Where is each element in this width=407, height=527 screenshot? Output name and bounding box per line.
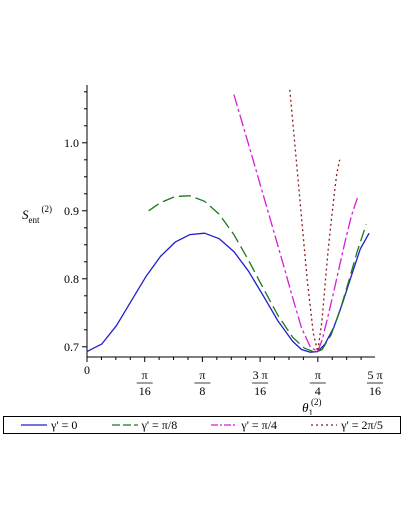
x-tick-denominator: 16 — [254, 384, 266, 398]
series-line-3 — [289, 89, 341, 353]
y-axis-label: Sent(2) — [22, 204, 52, 225]
x-tick-label: 3 π16 — [252, 368, 269, 398]
x-tick-denominator: 8 — [199, 384, 205, 398]
legend-swatch — [111, 424, 138, 426]
x-tick-label: π 16 — [136, 368, 153, 398]
legend-item: γ' = 0 — [21, 418, 77, 433]
legend-label: γ' = π/8 — [141, 417, 178, 432]
x-tick-numerator: 5 π — [367, 368, 382, 382]
legend-swatch — [311, 424, 338, 426]
x-tick-numerator: π — [142, 368, 148, 382]
x-tick-label: 0 — [84, 363, 90, 377]
legend: γ' = 0 γ' = π/8 γ' = π/4 γ' = 2π/5 — [3, 416, 401, 434]
y-tick-label: 0.7 — [64, 340, 79, 354]
y-tick-label: 0.8 — [64, 272, 79, 286]
x-tick-denominator: 4 — [315, 384, 321, 398]
legend-label: γ' = 0 — [51, 417, 78, 432]
axis-labels: θ1(2) Sent(2) — [22, 204, 322, 415]
legend-label: γ' = 2π/5 — [341, 417, 383, 432]
x-tick-numerator: 3 π — [253, 368, 268, 382]
legend-swatch — [21, 424, 48, 426]
legend-label: γ' = π/4 — [241, 417, 278, 432]
x-tick-label: π4 — [309, 368, 326, 398]
x-tick-numerator: π — [199, 368, 205, 382]
x-tick-label: 5 π16 — [367, 368, 383, 398]
x-axis-label: θ1(2) — [302, 397, 321, 415]
plot-series — [86, 89, 370, 353]
series-line-2 — [233, 94, 359, 353]
legend-swatch — [211, 424, 238, 426]
x-tick-denominator: 16 — [369, 384, 381, 398]
legend-item: γ' = π/8 — [111, 417, 178, 433]
x-tick-label: π8 — [194, 368, 211, 398]
legend-item: γ' = 2π/5 — [311, 418, 383, 433]
series-line-1 — [148, 195, 367, 353]
x-tick-denominator: 16 — [139, 384, 151, 398]
x-tick-numerator: π — [315, 368, 321, 382]
y-tick-label: 0.9 — [64, 204, 79, 218]
legend-item: γ' = π/4 — [211, 418, 277, 433]
series-line-0 — [86, 232, 370, 353]
y-tick-label: 1.0 — [64, 136, 79, 150]
